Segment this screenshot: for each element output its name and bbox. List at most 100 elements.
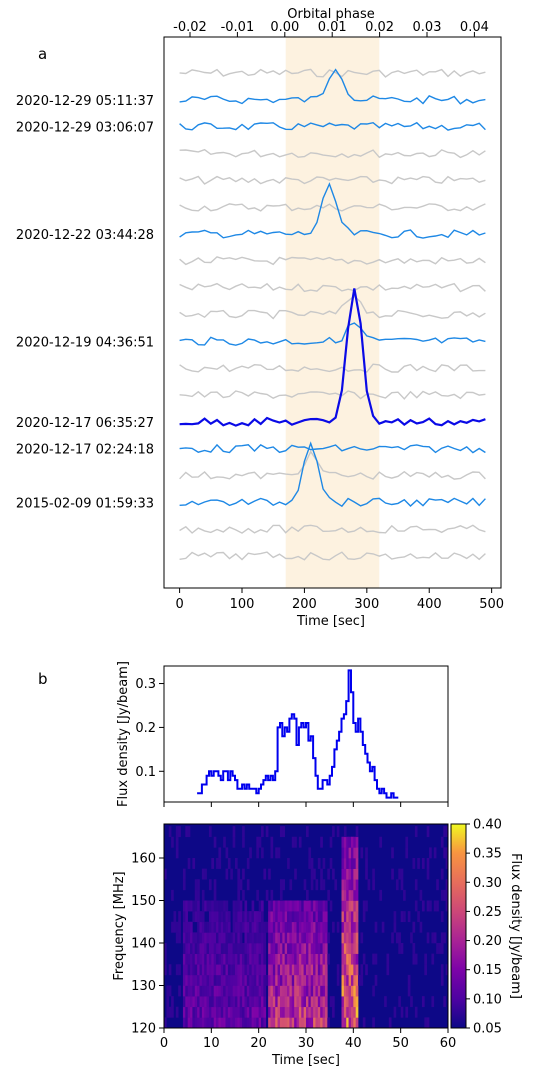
spectrogram-cell-406 [251, 964, 255, 976]
spectrogram-cell-58 [320, 1017, 323, 1029]
spectrogram-cell-717 [265, 921, 269, 933]
spectrogram-cell-768 [213, 911, 217, 923]
spectrogram-cell-295 [353, 985, 356, 997]
spectrogram-cell-451 [164, 953, 167, 965]
spectrogram-cell-1027 [365, 847, 368, 859]
spectrogram-cell-1074 [355, 826, 359, 838]
spectrogram-cell-922 [194, 879, 198, 891]
spectrogram-cell-541 [211, 943, 214, 954]
spectrogram-cell-517 [350, 953, 354, 965]
spectrogram-cell-638 [268, 932, 271, 944]
spectrogram-cell-574 [291, 943, 295, 954]
spectrogram-cell-309 [206, 974, 210, 986]
spectrogram-cell-260 [253, 985, 257, 997]
spectrogram-cell-871 [310, 900, 314, 912]
spectrogram-cell-161 [204, 996, 207, 1008]
spectrogram-cell-782 [249, 911, 252, 923]
spectrogram-cell-313 [216, 974, 219, 986]
spectrogram-cell-113 [268, 1006, 271, 1018]
x-tick-label-4: 400 [417, 597, 442, 612]
spectrogram-cell-511 [324, 953, 328, 965]
spectrogram-cell-463 [208, 953, 212, 965]
spectrogram-cell-666 [346, 932, 349, 944]
spectrogram-cell-946 [372, 879, 375, 891]
spectrogram-cell-534 [194, 943, 198, 954]
spectrogram-cell-51 [303, 1017, 307, 1029]
spectrogram-cell-1034 [171, 836, 174, 848]
spectrogram-cell-737 [313, 921, 316, 933]
spectrogram-cell-557 [249, 943, 252, 954]
spectrogram-cell-732 [301, 921, 304, 933]
spectrogram-cell-200 [298, 996, 302, 1008]
spectrogram-cell-135 [320, 1006, 323, 1018]
spectrogram-cell-563 [263, 943, 267, 954]
spectrogram-cell-100 [235, 1006, 238, 1018]
spectrogram-cell-635 [258, 932, 262, 944]
cbar-tick-label-7: 0.40 [473, 818, 502, 833]
trace-label-6: 2015-02-09 01:59:33 [16, 496, 154, 511]
spectrogram-cell-255 [242, 985, 245, 997]
spectrogram-cell-713 [256, 921, 259, 933]
spectrogram-cell-375 [175, 964, 179, 976]
spectrogram-cell-399 [235, 964, 238, 976]
spectrogram-cell-789 [270, 911, 274, 923]
spectrogram-cell-1033 [445, 847, 449, 859]
spectrogram-cell-1064 [232, 826, 236, 838]
spectrogram-cell-361 [341, 974, 345, 986]
spectrogram-cell-340 [279, 974, 283, 986]
spectrogram-cell-271 [282, 985, 285, 997]
spectrogram-cell-270 [279, 985, 283, 997]
spectrogram-cell-693 [206, 921, 210, 933]
spectrogram-cell-1015 [270, 847, 274, 859]
spectrogram-cell-834 [201, 900, 205, 912]
spectrogram-cell-804 [306, 911, 309, 923]
spectrogram-cell-597 [400, 943, 404, 954]
spectrogram-cell-1014 [261, 847, 264, 859]
spectrogram-cell-215 [343, 996, 347, 1008]
spectrogram-cell-47 [294, 1017, 297, 1029]
spectrogram-cell-500 [298, 953, 302, 965]
spectrogram-cell-293 [348, 985, 352, 997]
spectrogram-cell-812 [324, 911, 328, 923]
spectrogram-cell-788 [268, 911, 271, 923]
spectrogram-cell-959 [242, 868, 245, 880]
spectrogram-cell-581 [308, 943, 312, 954]
spectrogram-cell-726 [287, 921, 290, 933]
spectrogram-cell-57 [317, 1017, 321, 1029]
spectrogram-cell-219 [353, 996, 356, 1008]
spectrogram-cell-738 [315, 921, 319, 933]
spectrogram-cell-152 [182, 996, 186, 1008]
spectrogram-cell-990 [287, 858, 290, 869]
spectrogram-cell-606 [187, 932, 191, 944]
spectrogram-cell-131 [310, 1006, 314, 1018]
spectrogram-cell-767 [211, 911, 214, 923]
spectrogram-cell-183 [256, 996, 259, 1008]
spectrogram-cell-3 [187, 1017, 191, 1029]
spectrogram-cell-230 [182, 985, 186, 997]
spectrogram-cell-72 [424, 1017, 427, 1029]
spectrogram-cell-667 [348, 932, 352, 944]
spectrogram-cell-424 [296, 964, 300, 976]
cbar-tick-label-4: 0.25 [473, 905, 502, 920]
spectrogram-cell-70 [372, 1017, 375, 1029]
spectrogram-cell-988 [235, 858, 238, 869]
spectrogram-cell-107 [251, 1006, 255, 1018]
spectrogram-cell-820 [362, 911, 366, 923]
spectrogram-cell-136 [322, 1006, 326, 1018]
spectrogram-cell-235 [194, 985, 198, 997]
spectrogram-cell-787 [261, 911, 264, 923]
spectrogram-cell-712 [253, 921, 257, 933]
spectrogram-cell-796 [287, 911, 290, 923]
spectrogram-cell-435 [322, 964, 326, 976]
spectrogram-cell-510 [322, 953, 326, 965]
spectrogram-cell-798 [291, 911, 295, 923]
spectrogram-cell-126 [298, 1006, 302, 1018]
spectrogram-cell-232 [187, 985, 191, 997]
spectrogram-cell-425 [298, 964, 302, 976]
spectrogram-cell-283 [310, 985, 314, 997]
lc-y-tick-label-0: 0.1 [135, 765, 156, 780]
spectrogram-cell-461 [204, 953, 207, 965]
spectrogram-cell-83 [194, 1006, 198, 1018]
spectrogram-cell-1035 [175, 836, 179, 848]
spectrogram-cell-714 [258, 921, 262, 933]
